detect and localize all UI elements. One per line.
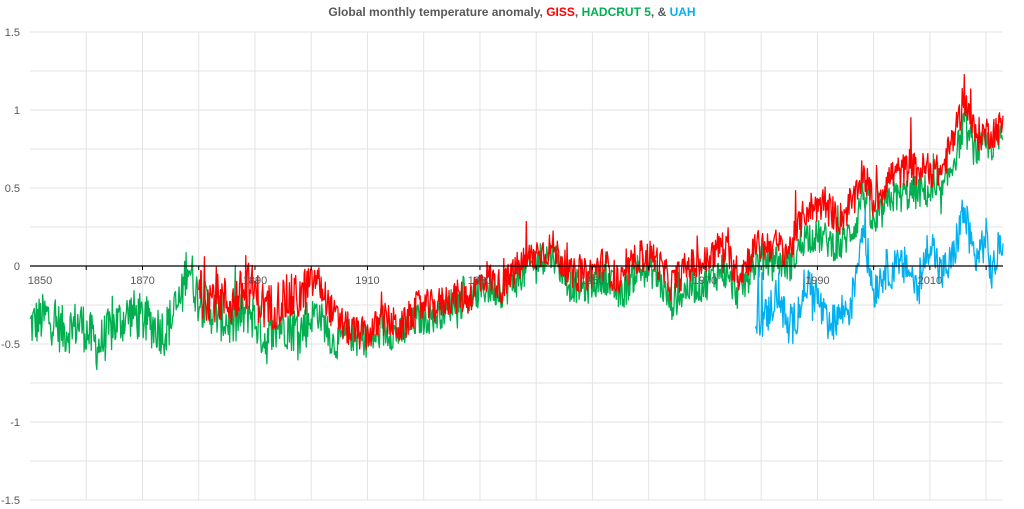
y-tick-label: 1.5 — [5, 27, 20, 39]
zero-axis — [30, 265, 1003, 270]
x-tick-label: 2010 — [918, 275, 942, 287]
title-part-4: , & — [650, 5, 670, 19]
title-part-5: UAH — [669, 5, 696, 19]
x-axis-labels: 1850 1870 1890 1910 1930 1950 1970 1990 2010 — [28, 275, 942, 287]
series-line-uah — [754, 199, 1004, 345]
y-tick-label: -0.5 — [1, 339, 20, 351]
x-tick-label: 1970 — [693, 275, 717, 287]
y-axis-labels: 1.5 1 0.5 0 -0.5 -1 -1.5 — [1, 27, 20, 507]
x-tick-label: 1930 — [468, 275, 492, 287]
title-part-2: , — [574, 5, 582, 19]
y-tick-label: 1 — [14, 105, 20, 117]
x-tick-label: 1850 — [28, 275, 52, 287]
x-tick-label: 1950 — [580, 275, 604, 287]
chart-title: Global monthly temperature anomaly, GISS… — [0, 5, 1024, 19]
x-tick-label: 1990 — [805, 275, 829, 287]
title-part-3: HADCRUT 5 — [581, 5, 651, 19]
y-tick-label: 0.5 — [5, 183, 20, 195]
series-lines — [29, 73, 1004, 371]
title-part-0: Global monthly temperature anomaly, — [328, 5, 547, 19]
y-tick-label: -1.5 — [1, 495, 20, 507]
series-line-giss — [198, 73, 1004, 351]
title-part-1: GISS — [546, 5, 575, 19]
series-line-hadcrut-5 — [29, 97, 1004, 371]
x-tick-label: 1870 — [130, 275, 154, 287]
y-tick-label: 0 — [14, 261, 20, 273]
y-tick-label: -1 — [10, 417, 20, 429]
x-tick-label: 1910 — [355, 275, 379, 287]
x-tick-label: 1890 — [243, 275, 267, 287]
